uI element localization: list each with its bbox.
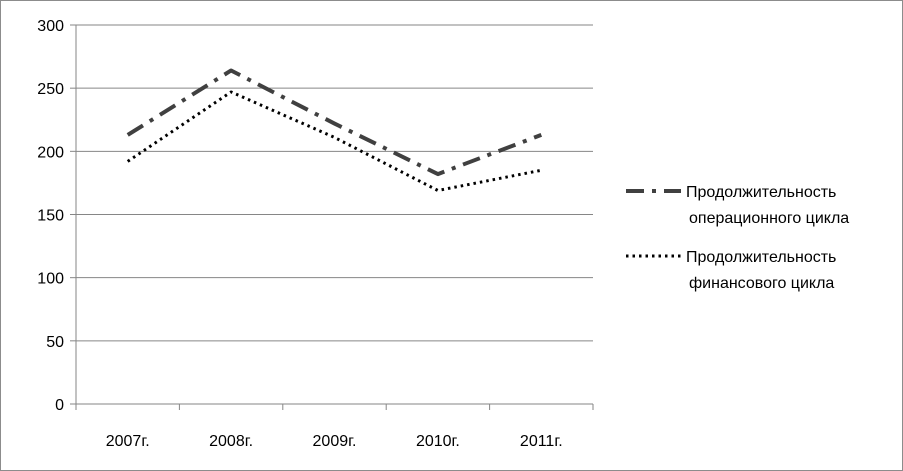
axes	[70, 24, 594, 410]
x-tick-label: 2007г.	[106, 433, 150, 450]
y-tick-label: 100	[37, 271, 64, 288]
legend-label-1: операционного цикла	[689, 210, 849, 227]
y-tick-label: 300	[37, 18, 64, 35]
y-tick-label: 250	[37, 81, 64, 98]
legend-label-2: Продолжительность	[686, 249, 836, 266]
legend-label-1: Продолжительность	[686, 184, 836, 201]
series-line-1	[126, 68, 543, 177]
series-lines	[126, 68, 543, 192]
y-tick-label: 0	[55, 397, 64, 414]
y-tick-labels: 0 50 100 150 200 250 300	[37, 18, 64, 414]
y-tick-label: 200	[37, 144, 64, 161]
y-tick-label: 50	[46, 334, 64, 351]
legend-label-2: финансового цикла	[689, 275, 834, 292]
series-line-2	[126, 90, 542, 192]
x-tick-label: 2010г.	[416, 433, 460, 450]
x-tick-label: 2009г.	[313, 433, 357, 450]
legend: Продолжительность операционного цикла Прод…	[626, 184, 849, 292]
gridlines	[76, 24, 593, 342]
x-tick-label: 2008г.	[209, 433, 253, 450]
x-tick-label: 2011г.	[520, 433, 563, 450]
x-tick-labels: 2007г. 2008г. 2009г. 2010г. 2011г.	[106, 433, 563, 450]
y-tick-label: 150	[37, 208, 64, 225]
